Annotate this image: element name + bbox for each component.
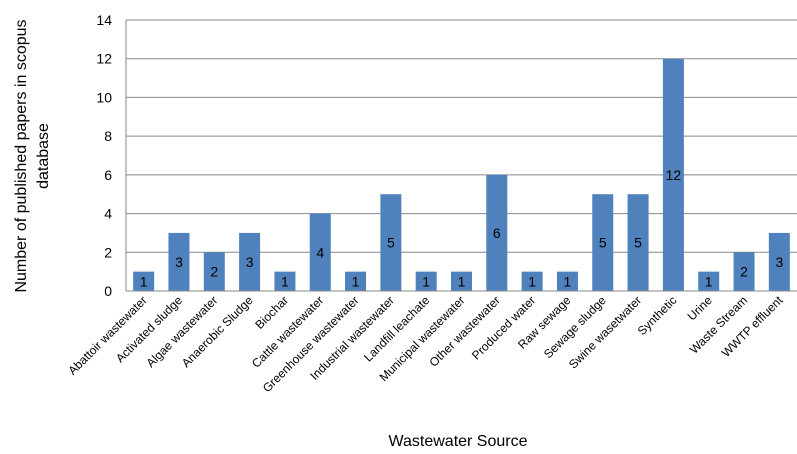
bar [627,194,649,291]
bar [239,232,261,291]
bar-data-label: 1 [458,273,466,289]
bar-data-label: 3 [775,254,783,270]
x-tick-label: Sewage sludge [541,293,609,361]
bar-data-label: 1 [528,273,536,289]
y-axis-title: Number of published papers in scopus data… [13,19,52,292]
bar [451,271,472,291]
bar-data-label: 1 [705,273,713,289]
gridlines [126,19,797,253]
y-tick-label: 6 [104,167,112,183]
y-tick-label: 14 [96,12,112,28]
bar [168,232,190,291]
bar-data-label: 1 [352,273,360,289]
bar [486,174,508,291]
y-axis-title-line: database [35,123,52,189]
bar [380,194,402,291]
bar [733,252,755,291]
bar-data-label: 1 [564,273,572,289]
bar-data-label: 12 [666,167,682,183]
y-tick-label: 10 [96,89,112,105]
x-tick-label: Urine [685,293,715,323]
bar-data-label: 3 [246,254,254,270]
bar [309,213,331,291]
bar-data-label: 5 [599,235,607,251]
y-tick-label: 8 [104,128,112,144]
bar-data-label: 6 [493,225,501,241]
bars [133,58,790,291]
bar [203,252,225,291]
y-axis-ticks: 0 2 4 6 8 10 12 14 [96,12,112,299]
bar-data-label: 5 [387,235,395,251]
bar-data-label: 4 [316,244,324,260]
bar-data-label: 1 [281,273,289,289]
bar-data-label: 2 [210,264,218,280]
bar [662,58,684,291]
bar-data-label: 1 [140,273,148,289]
bar [345,271,367,291]
bar-data-label: 1 [422,273,430,289]
bar [415,271,437,291]
x-axis-title: Wastewater Source [388,433,527,450]
bar [274,271,296,291]
bar [556,271,578,291]
bar [698,271,720,291]
y-tick-label: 12 [96,51,112,67]
bar [592,194,614,291]
bar [768,232,790,291]
bar-data-label: 3 [175,254,183,270]
y-tick-label: 2 [104,244,112,260]
bar [133,271,155,291]
y-tick-label: 4 [104,206,112,222]
bar [521,271,543,291]
y-tick-label: 0 [104,283,112,299]
x-tick-label: WWTP effluent [719,293,786,360]
bar-data-label: 2 [740,264,748,280]
y-axis-title-line: Number of published papers in scopus [13,19,30,292]
x-tick-label: Synthetic [635,293,680,338]
bar-data-label: 5 [634,235,642,251]
